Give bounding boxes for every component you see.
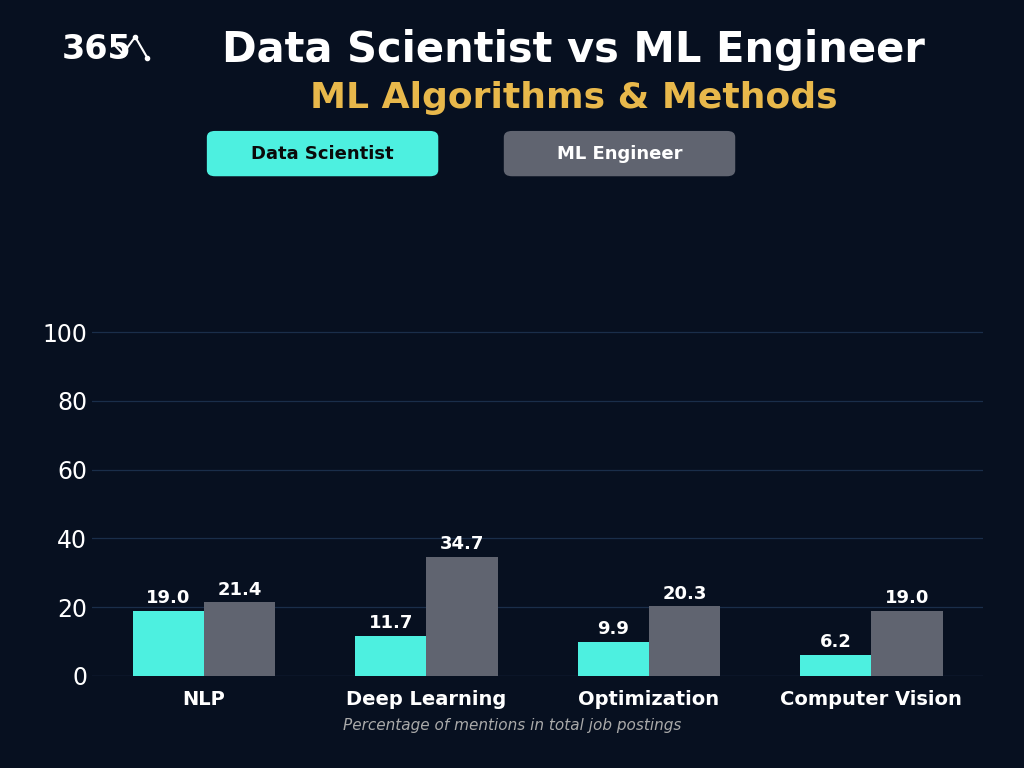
Bar [426,557,498,676]
Bar [871,611,942,676]
Text: Percentage of mentions in total job postings: Percentage of mentions in total job post… [343,718,681,733]
Text: 34.7: 34.7 [439,535,484,553]
Text: ML Algorithms & Methods: ML Algorithms & Methods [309,81,838,114]
Bar [649,606,720,676]
Text: 20.3: 20.3 [663,584,707,603]
Text: Data Scientist vs ML Engineer: Data Scientist vs ML Engineer [222,29,925,71]
Text: 6.2: 6.2 [820,633,852,651]
Text: 11.7: 11.7 [369,614,413,632]
Bar [800,654,871,676]
Bar [578,642,649,676]
Text: 21.4: 21.4 [217,581,262,599]
Text: 19.0: 19.0 [885,589,929,607]
Text: ML Engineer: ML Engineer [557,144,682,163]
Bar [204,602,275,676]
Bar [133,611,204,676]
Text: Data Scientist: Data Scientist [251,144,394,163]
Text: 19.0: 19.0 [146,589,190,607]
Text: 9.9: 9.9 [597,621,629,638]
Text: 365: 365 [61,34,131,66]
Bar [355,636,426,676]
